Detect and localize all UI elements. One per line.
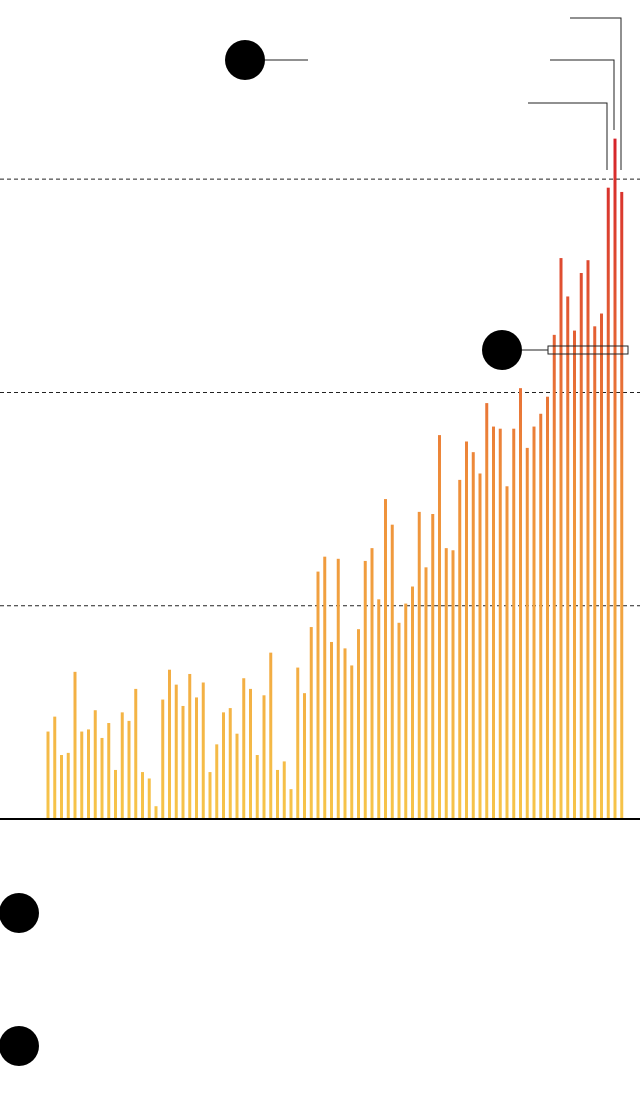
bar [147,778,151,819]
bar [458,479,462,819]
bar [323,556,327,819]
bar [498,428,502,819]
bar [303,693,306,819]
bar [208,772,212,819]
bar [505,486,509,819]
bar [559,258,563,819]
bar [404,603,408,819]
bar [114,769,117,819]
bar [255,755,259,819]
bar [343,648,347,819]
bar [168,669,171,819]
bar [566,296,570,819]
bar [613,138,617,819]
bar [181,705,185,819]
bar [309,627,313,819]
bar [188,673,192,819]
bar [107,723,111,819]
bar [424,567,428,819]
bar [296,667,300,819]
bar [154,806,158,819]
bar [552,334,556,819]
bar [289,789,293,819]
bar [134,688,138,819]
bar [417,511,421,819]
bar [411,586,414,819]
bar [87,729,90,819]
leader-line [528,102,608,170]
bar [525,447,529,819]
bar [370,548,374,819]
bar [330,641,333,819]
bar [66,752,70,819]
bar [127,720,131,819]
annotation-marker [225,40,265,80]
bar [141,772,144,819]
bar [377,599,381,819]
bar [242,678,246,819]
bar [532,426,536,819]
legend-marker [0,1026,39,1066]
bar [579,273,583,819]
bar [201,682,205,819]
bar [539,413,543,819]
bar [80,731,84,819]
bar [161,699,165,819]
bar [363,560,367,819]
bar [60,755,63,819]
bar [384,499,387,819]
bar [262,695,266,819]
annotation-marker [482,330,522,370]
bar [350,665,354,819]
leader-line [550,59,615,130]
leader-line [570,17,622,170]
bar [100,737,104,819]
bar [357,629,360,819]
bar [269,652,273,819]
bar [93,710,97,819]
bar [573,330,576,819]
bar [512,428,516,819]
bar [593,326,597,819]
bar [390,524,394,819]
bar [471,452,475,819]
bar [620,191,624,819]
bar [492,426,495,819]
bar [222,712,225,819]
bar [120,712,124,819]
bar [53,716,57,819]
bar [431,514,435,819]
bar [73,671,77,819]
bar [600,313,603,819]
highlight-box [547,345,629,355]
bar [228,708,232,819]
bar [606,187,610,819]
bar [465,441,468,819]
bar [519,388,522,819]
bar [276,769,279,819]
bar [174,684,178,819]
bar [397,622,401,819]
bar [485,403,489,819]
bar [195,697,198,819]
bar [336,558,340,819]
bar [546,396,549,819]
bar [316,571,320,819]
bar [438,435,441,819]
bar [478,473,482,819]
bar [586,260,590,819]
bar [444,548,448,819]
bar [235,733,239,819]
bar [282,761,286,819]
legend-marker [0,893,39,933]
bar [451,550,455,819]
bar [46,731,50,819]
bar [215,744,219,819]
bar [249,688,252,819]
